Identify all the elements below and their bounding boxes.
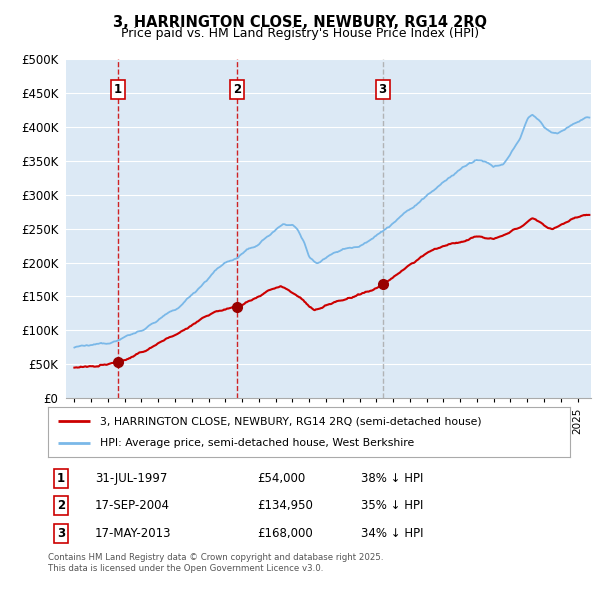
Text: Contains HM Land Registry data © Crown copyright and database right 2025.
This d: Contains HM Land Registry data © Crown c… [48,553,383,573]
Text: £134,950: £134,950 [257,499,313,513]
Text: 34% ↓ HPI: 34% ↓ HPI [361,527,424,540]
Text: 3, HARRINGTON CLOSE, NEWBURY, RG14 2RQ (semi-detached house): 3, HARRINGTON CLOSE, NEWBURY, RG14 2RQ (… [100,416,482,426]
Text: 2: 2 [57,499,65,513]
Text: 3: 3 [57,527,65,540]
Text: 3, HARRINGTON CLOSE, NEWBURY, RG14 2RQ: 3, HARRINGTON CLOSE, NEWBURY, RG14 2RQ [113,15,487,30]
Text: £54,000: £54,000 [257,472,305,485]
Text: 2: 2 [233,83,241,96]
Text: Price paid vs. HM Land Registry's House Price Index (HPI): Price paid vs. HM Land Registry's House … [121,27,479,40]
Text: 3: 3 [379,83,387,96]
Text: 1: 1 [113,83,122,96]
Text: HPI: Average price, semi-detached house, West Berkshire: HPI: Average price, semi-detached house,… [100,438,415,448]
Text: 1: 1 [57,472,65,485]
Text: £168,000: £168,000 [257,527,313,540]
Text: 35% ↓ HPI: 35% ↓ HPI [361,499,424,513]
Text: 17-SEP-2004: 17-SEP-2004 [95,499,170,513]
Text: 17-MAY-2013: 17-MAY-2013 [95,527,172,540]
Text: 31-JUL-1997: 31-JUL-1997 [95,472,167,485]
Text: 38% ↓ HPI: 38% ↓ HPI [361,472,424,485]
